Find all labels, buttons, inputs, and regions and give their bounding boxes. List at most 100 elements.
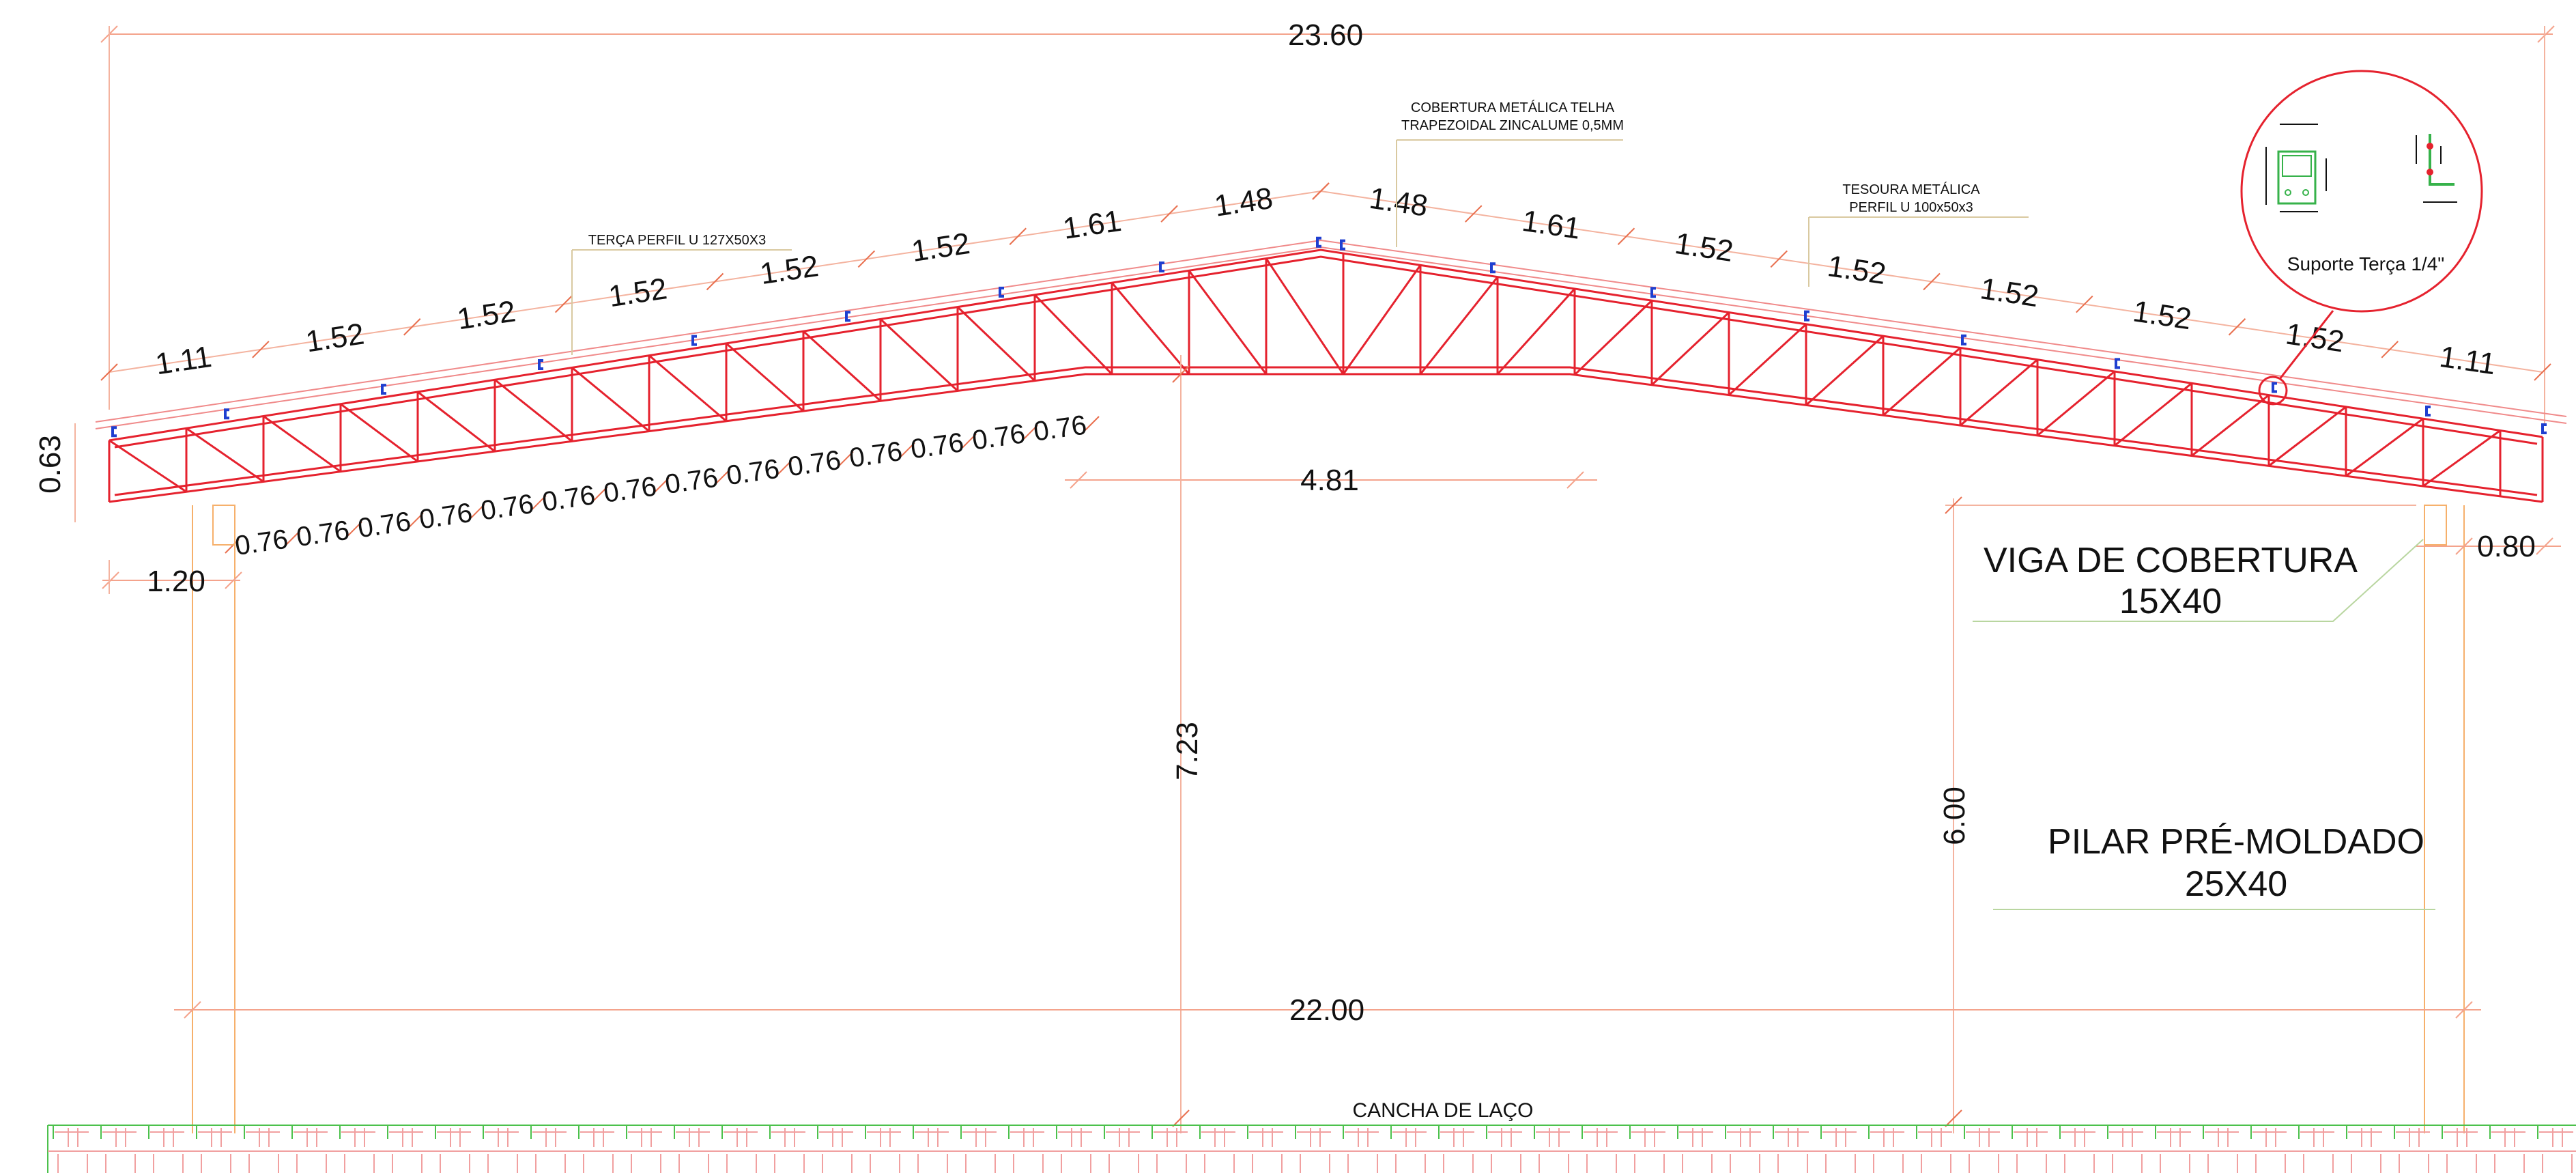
roof-cover-label-1: COBERTURA METÁLICA TELHA: [1411, 100, 1615, 115]
truss-diagonal: [186, 427, 264, 483]
truss-diagonal: [2191, 394, 2270, 457]
dim-tick: [706, 272, 724, 291]
dim-tick: [2228, 318, 2246, 336]
purlin-section: [999, 286, 1004, 298]
dim-tick: [2534, 363, 2551, 381]
purlin-section: [1961, 334, 1966, 345]
bottom-panel-label: 0.76: [602, 471, 659, 509]
dim-tick: [857, 250, 876, 268]
bottom-panel-label: 0.76: [295, 515, 352, 553]
purlin-section: [845, 311, 850, 322]
truss-diagonal: [2114, 382, 2192, 447]
bottom-panel-label: 0.76: [725, 454, 782, 492]
truss-label-1: TESOURA METÁLICA: [1842, 182, 1980, 197]
dim-tick: [100, 363, 118, 381]
purlin-section: [1650, 287, 1656, 298]
truss-diagonal: [1496, 287, 1576, 376]
right-top-segment-label: 1.61: [1520, 204, 1583, 246]
purlin-label: TERÇA PERFIL U 127X50X3: [588, 233, 767, 248]
dim-tick: [716, 468, 731, 483]
truss-diagonal: [879, 318, 959, 392]
center-flat-dimension: [1065, 471, 1597, 489]
purlin-section: [111, 426, 117, 438]
truss-diagonal: [2345, 418, 2424, 477]
right-overhang-dimension: [2416, 537, 2561, 555]
ground-label: CANCHA DE LAÇO: [1352, 1099, 1533, 1122]
overall-width-label: 23.60: [1288, 18, 1363, 52]
bottom-panel-label: 0.76: [1032, 410, 1089, 447]
dim-tick: [470, 503, 485, 519]
right-top-segment-label: 1.52: [2284, 317, 2347, 358]
left-top-segment-label: 1.61: [1061, 204, 1124, 246]
purlin-section: [1340, 239, 1345, 251]
left-overhang-label: 1.20: [147, 565, 205, 598]
bottom-panel-label: 0.76: [479, 489, 536, 526]
truss-diagonal: [417, 391, 496, 453]
truss: [108, 249, 2544, 503]
purlin-section: [1159, 261, 1164, 272]
truss-diagonal: [2422, 429, 2501, 487]
purlin-support-detail: Suporte Terça 1/4": [2240, 70, 2483, 406]
bottom-panel-label: 0.76: [356, 507, 413, 544]
dim-tick: [1023, 425, 1038, 440]
center-flat-label: 4.81: [1300, 464, 1359, 497]
dim-tick: [2381, 341, 2399, 358]
roof-cover-line-inner: [95, 246, 2567, 429]
right-top-segment-label: 1.52: [1978, 272, 2041, 313]
purlin-section: [2272, 382, 2277, 393]
truss-diagonal: [1342, 264, 1422, 375]
dim-tick: [900, 442, 915, 457]
dim-tick: [554, 295, 573, 313]
truss-diagonal: [1805, 335, 1885, 406]
left-column: [192, 505, 235, 1133]
purlin-section: [224, 408, 229, 420]
dim-tick: [225, 539, 240, 554]
purlin-section: [2541, 423, 2547, 434]
truss-diagonal: [1573, 300, 1653, 376]
purlin-section: [381, 384, 386, 395]
truss-diagonal: [494, 379, 573, 442]
dim-tick: [409, 512, 424, 528]
beam-label-1: VIGA DE COBERTURA: [1984, 541, 2358, 580]
truss-diagonal: [802, 330, 882, 402]
truss-diagonal: [1111, 282, 1190, 375]
dim-tick: [252, 341, 270, 358]
bottom-panel-label: 0.76: [971, 419, 1027, 456]
left-top-segment-label: 1.11: [153, 340, 214, 382]
dim-tick: [403, 318, 421, 336]
purlin-section: [2425, 405, 2431, 416]
dim-tick: [2076, 295, 2093, 313]
purlin-section: [1316, 236, 1321, 248]
truss-diagonal: [648, 354, 727, 422]
truss-diagonal: [109, 439, 187, 493]
truss-diagonal: [2268, 406, 2347, 467]
right-top-segment-label: 1.11: [2437, 340, 2498, 382]
dim-tick: [839, 451, 854, 466]
dim-tick: [347, 521, 362, 536]
right-top-segment-label: 1.52: [2131, 294, 2194, 336]
dim-tick: [1770, 250, 1788, 268]
left-top-segment-label: 1.52: [455, 294, 518, 336]
bottom-panel-label: 0.76: [848, 436, 904, 474]
ridge-height-label: 7.23: [1171, 722, 1204, 780]
left-overhang-dimension: [102, 571, 242, 589]
truss-diagonal: [956, 306, 1036, 382]
roof-cover-line: [95, 239, 2567, 423]
dim-tick: [286, 530, 301, 545]
purlins: [111, 236, 2547, 438]
truss-diagonal: [1650, 311, 1730, 386]
bottom-panel-label: 0.76: [233, 524, 290, 561]
paving-hatch: [48, 1125, 2576, 1173]
purlin-section: [2115, 358, 2120, 369]
beam-label-2: 15X40: [2119, 582, 2222, 621]
dim-tick: [1312, 182, 1330, 200]
dim-tick: [1009, 227, 1027, 245]
right-column: [2424, 505, 2465, 1133]
truss-diagonal: [1188, 270, 1268, 375]
pillar-label-1: PILAR PRÉ-MOLDADO: [2048, 822, 2424, 862]
column-height-label: 6.00: [1938, 787, 1971, 845]
truss-diagonal: [340, 403, 418, 463]
truss-depth-label: 0.63: [33, 435, 67, 494]
dim-tick: [1617, 227, 1635, 245]
left-top-segment-label: 1.52: [304, 317, 367, 358]
